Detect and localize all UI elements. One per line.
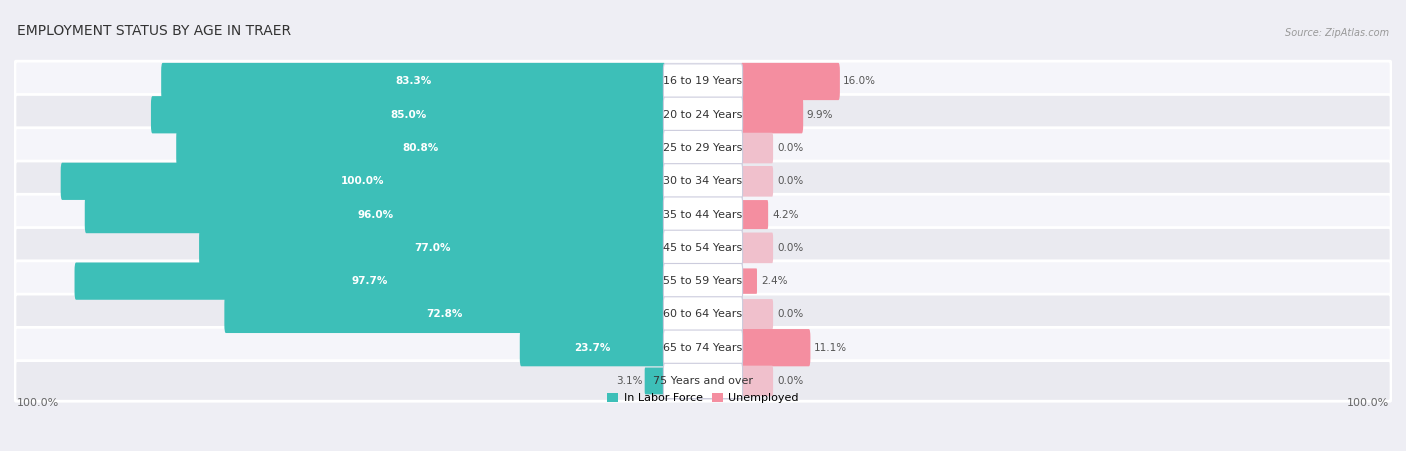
Legend: In Labor Force, Unemployed: In Labor Force, Unemployed bbox=[603, 388, 803, 408]
FancyBboxPatch shape bbox=[645, 368, 665, 394]
FancyBboxPatch shape bbox=[60, 163, 665, 200]
FancyBboxPatch shape bbox=[176, 129, 665, 167]
Text: 60 to 64 Years: 60 to 64 Years bbox=[664, 309, 742, 319]
FancyBboxPatch shape bbox=[664, 97, 742, 133]
FancyBboxPatch shape bbox=[741, 133, 773, 163]
FancyBboxPatch shape bbox=[75, 262, 665, 300]
FancyBboxPatch shape bbox=[520, 329, 665, 366]
Text: Source: ZipAtlas.com: Source: ZipAtlas.com bbox=[1285, 28, 1389, 38]
Text: 80.8%: 80.8% bbox=[402, 143, 439, 153]
FancyBboxPatch shape bbox=[15, 327, 1391, 368]
FancyBboxPatch shape bbox=[15, 194, 1391, 235]
FancyBboxPatch shape bbox=[664, 230, 742, 266]
FancyBboxPatch shape bbox=[664, 64, 742, 99]
FancyBboxPatch shape bbox=[664, 364, 742, 399]
FancyBboxPatch shape bbox=[150, 96, 665, 133]
FancyBboxPatch shape bbox=[741, 299, 773, 330]
Text: 85.0%: 85.0% bbox=[389, 110, 426, 120]
Text: 4.2%: 4.2% bbox=[772, 210, 799, 220]
FancyBboxPatch shape bbox=[15, 61, 1391, 102]
FancyBboxPatch shape bbox=[225, 296, 665, 333]
Text: 96.0%: 96.0% bbox=[357, 210, 394, 220]
FancyBboxPatch shape bbox=[15, 94, 1391, 135]
FancyBboxPatch shape bbox=[664, 164, 742, 199]
FancyBboxPatch shape bbox=[741, 200, 768, 229]
Text: 0.0%: 0.0% bbox=[778, 376, 803, 386]
FancyBboxPatch shape bbox=[741, 366, 773, 396]
Text: 77.0%: 77.0% bbox=[413, 243, 450, 253]
FancyBboxPatch shape bbox=[741, 329, 810, 366]
FancyBboxPatch shape bbox=[741, 233, 773, 263]
Text: 100.0%: 100.0% bbox=[342, 176, 385, 186]
Text: 35 to 44 Years: 35 to 44 Years bbox=[664, 210, 742, 220]
FancyBboxPatch shape bbox=[15, 228, 1391, 268]
Text: 0.0%: 0.0% bbox=[778, 243, 803, 253]
Text: 9.9%: 9.9% bbox=[807, 110, 832, 120]
Text: 97.7%: 97.7% bbox=[352, 276, 388, 286]
Text: 55 to 59 Years: 55 to 59 Years bbox=[664, 276, 742, 286]
Text: 83.3%: 83.3% bbox=[395, 77, 432, 87]
Text: 100.0%: 100.0% bbox=[1347, 398, 1389, 408]
FancyBboxPatch shape bbox=[15, 128, 1391, 168]
Text: 0.0%: 0.0% bbox=[778, 176, 803, 186]
Text: 0.0%: 0.0% bbox=[778, 309, 803, 319]
Text: 45 to 54 Years: 45 to 54 Years bbox=[664, 243, 742, 253]
FancyBboxPatch shape bbox=[664, 297, 742, 332]
Text: 0.0%: 0.0% bbox=[778, 143, 803, 153]
FancyBboxPatch shape bbox=[15, 161, 1391, 202]
Text: 2.4%: 2.4% bbox=[762, 276, 787, 286]
FancyBboxPatch shape bbox=[15, 361, 1391, 401]
Text: 25 to 29 Years: 25 to 29 Years bbox=[664, 143, 742, 153]
Text: 65 to 74 Years: 65 to 74 Years bbox=[664, 343, 742, 353]
Text: 72.8%: 72.8% bbox=[426, 309, 463, 319]
FancyBboxPatch shape bbox=[741, 96, 803, 133]
FancyBboxPatch shape bbox=[664, 330, 742, 365]
FancyBboxPatch shape bbox=[200, 229, 665, 267]
Text: EMPLOYMENT STATUS BY AGE IN TRAER: EMPLOYMENT STATUS BY AGE IN TRAER bbox=[17, 24, 291, 38]
FancyBboxPatch shape bbox=[664, 197, 742, 232]
FancyBboxPatch shape bbox=[741, 63, 839, 100]
Text: 16.0%: 16.0% bbox=[844, 77, 876, 87]
Text: 11.1%: 11.1% bbox=[814, 343, 846, 353]
Text: 16 to 19 Years: 16 to 19 Years bbox=[664, 77, 742, 87]
Text: 75 Years and over: 75 Years and over bbox=[652, 376, 754, 386]
FancyBboxPatch shape bbox=[15, 294, 1391, 335]
Text: 30 to 34 Years: 30 to 34 Years bbox=[664, 176, 742, 186]
Text: 23.7%: 23.7% bbox=[575, 343, 610, 353]
Text: 20 to 24 Years: 20 to 24 Years bbox=[664, 110, 742, 120]
Text: 3.1%: 3.1% bbox=[616, 376, 643, 386]
Text: 100.0%: 100.0% bbox=[17, 398, 59, 408]
FancyBboxPatch shape bbox=[84, 196, 665, 233]
FancyBboxPatch shape bbox=[742, 268, 756, 294]
FancyBboxPatch shape bbox=[664, 263, 742, 299]
FancyBboxPatch shape bbox=[15, 261, 1391, 301]
FancyBboxPatch shape bbox=[162, 63, 665, 100]
FancyBboxPatch shape bbox=[741, 166, 773, 197]
FancyBboxPatch shape bbox=[664, 130, 742, 166]
